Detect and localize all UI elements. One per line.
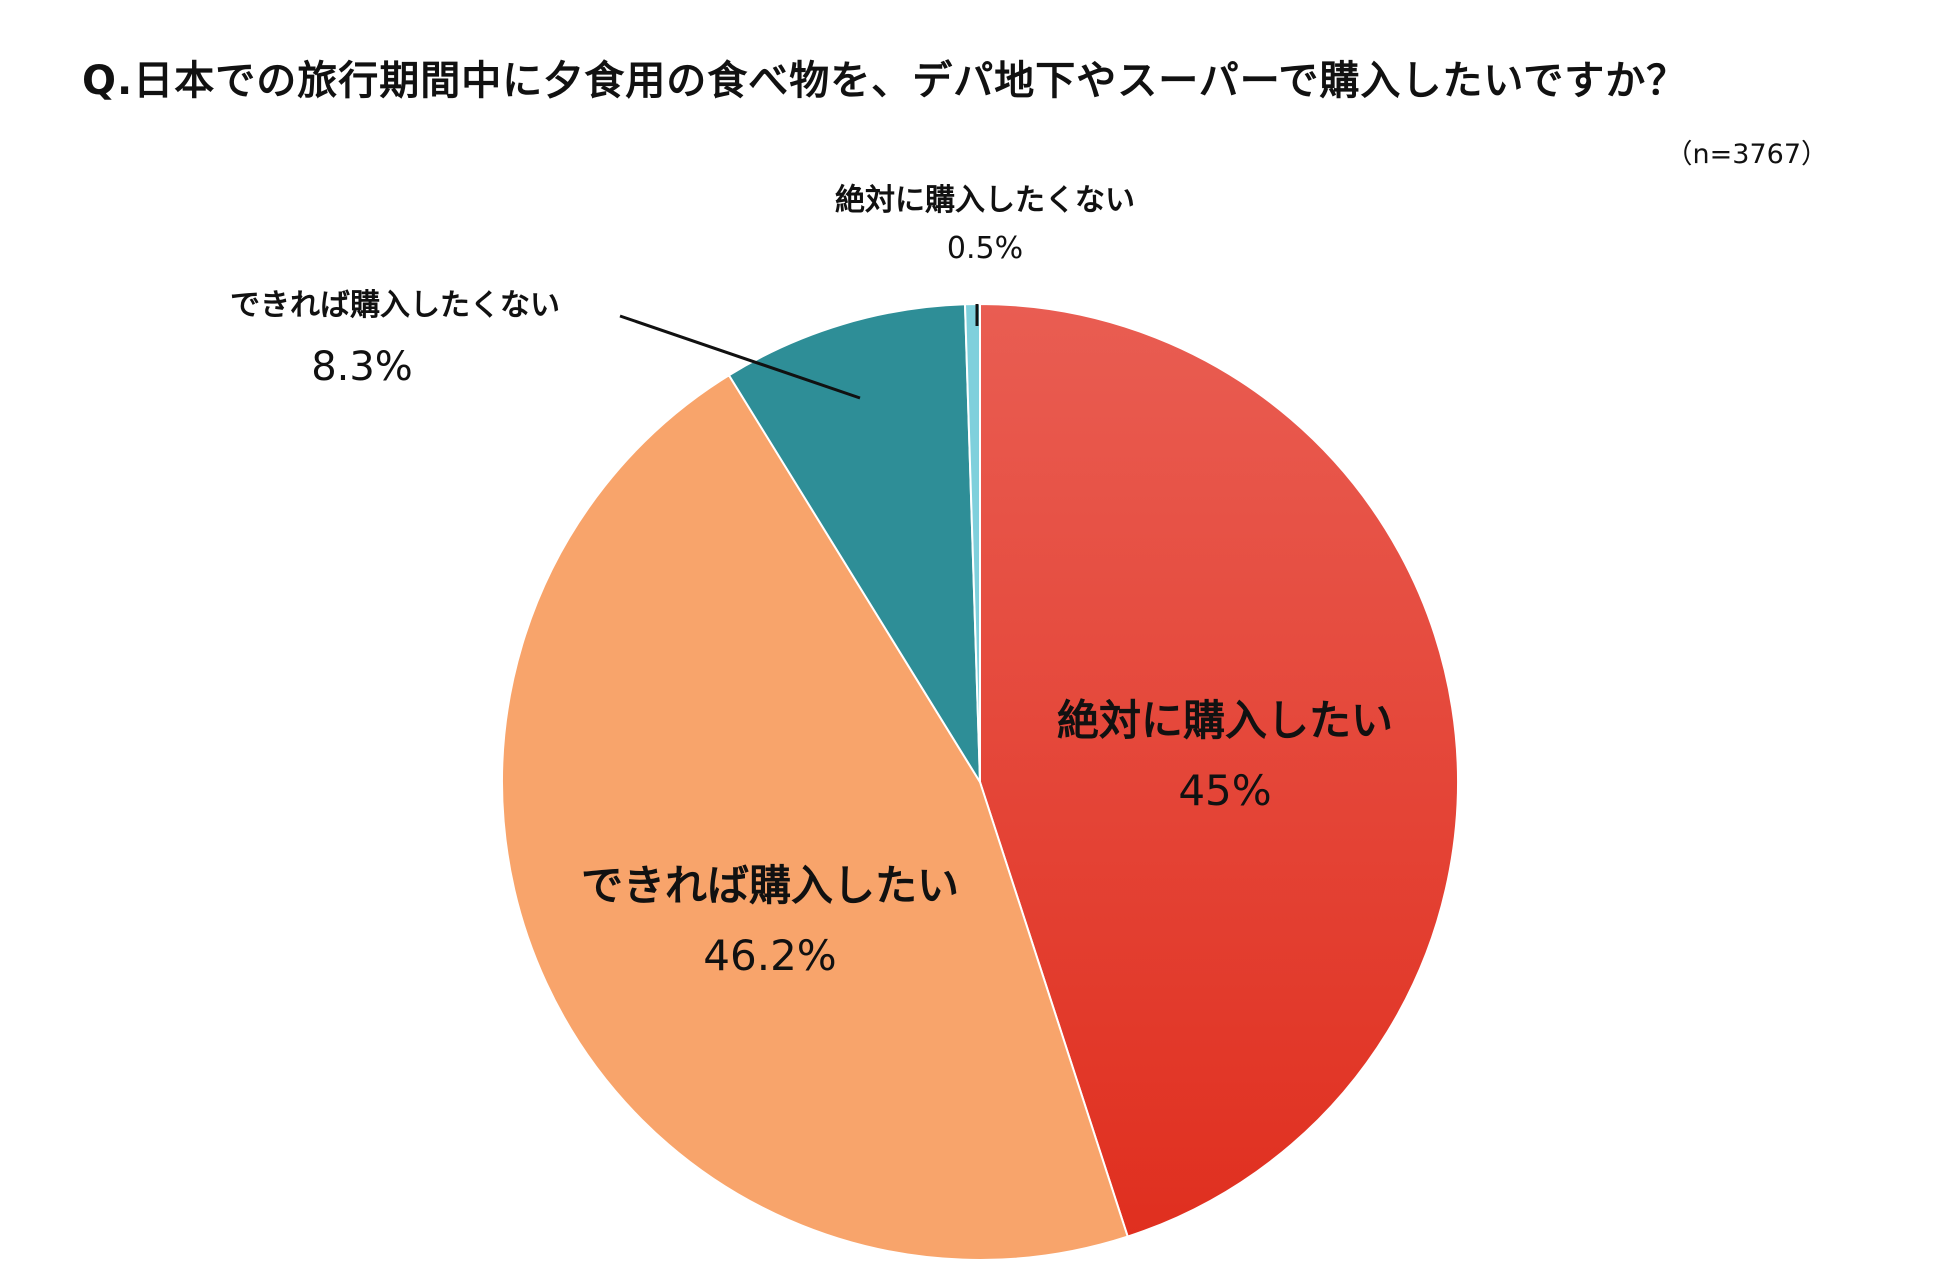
slice-label-3: できれば購入したくない: [230, 288, 560, 323]
leader-line-3: [619, 314, 861, 400]
slice-value-2: 46.2%: [703, 931, 836, 980]
slice-label-1: 絶対に購入したい: [1057, 696, 1393, 745]
slice-value-1: 45%: [1178, 766, 1271, 815]
sample-size-note: （n=3767）: [1665, 139, 1828, 170]
slice-value-4: 0.5%: [947, 231, 1023, 266]
chart-title: Q.日本での旅行期間中に夕食用の食べ物を、デパ地下やスーパーで購入したいですか？: [82, 58, 1688, 104]
slice-label-4: 絶対に購入したくない: [835, 183, 1135, 218]
pie-slice-1: [979, 302, 1459, 1238]
slice-label-2: できれば購入したい: [581, 861, 959, 910]
slice-value-3: 8.3%: [311, 344, 413, 390]
pie-slice-2: [501, 373, 1129, 1261]
pie-slice-4: [963, 302, 981, 783]
pie-slice-3: [727, 303, 982, 786]
